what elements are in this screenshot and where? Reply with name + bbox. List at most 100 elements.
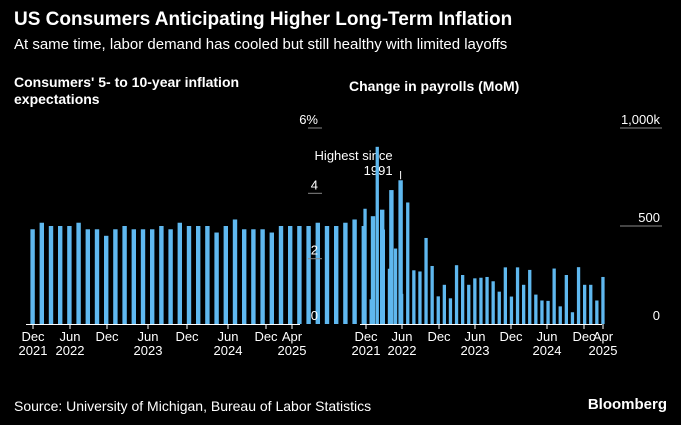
x-tick-year-label: 2025 xyxy=(278,343,307,358)
y-tick-label: 6% xyxy=(299,112,318,127)
bar xyxy=(448,298,453,324)
x-tick-label: Dec xyxy=(354,329,378,344)
bar xyxy=(369,299,373,324)
bar xyxy=(131,229,136,324)
bar xyxy=(564,275,568,324)
bar xyxy=(509,296,514,324)
bar xyxy=(398,180,403,324)
payrolls-chart-title: Change in payrolls (MoM) xyxy=(349,78,520,94)
bar xyxy=(381,229,385,324)
bar xyxy=(334,226,339,324)
x-tick-label: Dec xyxy=(254,329,278,344)
x-tick-year-label: 2024 xyxy=(214,343,243,358)
x-tick-label: Jun xyxy=(392,329,413,344)
bar xyxy=(570,312,575,324)
bar xyxy=(454,265,459,324)
bar xyxy=(150,229,155,324)
bar xyxy=(491,281,495,324)
bar xyxy=(370,216,376,324)
bar xyxy=(122,226,127,324)
bar xyxy=(159,226,164,324)
bar xyxy=(223,226,228,324)
bloomberg-logo: Bloomberg xyxy=(587,396,667,413)
bar xyxy=(430,265,434,324)
source-note: Source: University of Michigan, Bureau o… xyxy=(14,398,372,414)
bar xyxy=(497,291,501,324)
bar xyxy=(546,300,550,324)
x-tick-label: Jun xyxy=(537,329,558,344)
bar xyxy=(85,229,90,324)
x-tick-year-label: 2025 xyxy=(589,343,618,358)
x-tick-year-label: 2022 xyxy=(388,343,417,358)
bar xyxy=(552,268,556,324)
x-tick-label: Dec xyxy=(572,329,596,344)
bar xyxy=(58,226,63,324)
x-tick-label: Dec xyxy=(95,329,119,344)
y-tick-label: 2 xyxy=(311,243,318,258)
bar xyxy=(30,229,35,324)
page-title: US Consumers Anticipating Higher Long-Te… xyxy=(14,9,513,30)
y-tick-label: 500 xyxy=(638,210,660,225)
y-tick-label: 0 xyxy=(653,308,660,323)
x-tick-label: Jun xyxy=(218,329,239,344)
bar xyxy=(576,267,581,324)
x-tick-label: Dec xyxy=(21,329,45,344)
bar xyxy=(67,226,72,324)
bar xyxy=(442,284,446,324)
x-tick-label: Apr xyxy=(593,329,614,344)
bar xyxy=(534,294,538,324)
bar xyxy=(375,146,379,324)
bar xyxy=(343,222,348,324)
bar xyxy=(232,219,238,324)
bar xyxy=(242,229,247,324)
bar xyxy=(418,271,422,324)
bar xyxy=(288,226,293,324)
bar xyxy=(196,226,201,324)
bar xyxy=(306,226,311,324)
x-tick-label: Jun xyxy=(465,329,486,344)
bar xyxy=(186,226,192,324)
page-subtitle: At same time, labor demand has cooled bu… xyxy=(14,36,508,53)
bar xyxy=(558,306,562,324)
bar xyxy=(601,276,605,324)
y-tick-label: 1,000k xyxy=(621,112,661,127)
bar xyxy=(48,226,54,324)
bar xyxy=(260,229,265,324)
bar xyxy=(479,277,483,324)
x-tick-label: Jun xyxy=(138,329,159,344)
bar xyxy=(297,226,302,324)
bar xyxy=(363,208,367,324)
bar xyxy=(424,237,428,324)
bar xyxy=(406,202,410,324)
bar xyxy=(583,284,587,324)
bar xyxy=(76,222,81,324)
bar xyxy=(503,267,507,324)
bar xyxy=(94,229,100,324)
bar xyxy=(251,229,256,324)
bar xyxy=(113,229,118,324)
bar xyxy=(393,248,398,324)
x-tick-year-label: 2024 xyxy=(533,343,562,358)
bar xyxy=(412,270,416,324)
bar xyxy=(214,232,219,324)
bar xyxy=(168,229,173,324)
bar xyxy=(528,269,532,324)
x-tick-label: Jun xyxy=(60,329,81,344)
x-tick-year-label: 2021 xyxy=(19,343,48,358)
bar xyxy=(485,276,489,324)
x-tick-label: Dec xyxy=(499,329,523,344)
inflation-chart-title: Consumers' 5- to 10-year inflation expec… xyxy=(14,74,240,107)
bar xyxy=(205,226,210,324)
bar xyxy=(400,293,404,324)
bar xyxy=(589,284,593,324)
bar xyxy=(177,222,182,324)
x-tick-label: Dec xyxy=(427,329,451,344)
bar xyxy=(461,275,465,324)
bar xyxy=(515,267,520,324)
y-tick-label: 4 xyxy=(311,177,318,192)
x-tick-year-label: 2022 xyxy=(56,343,85,358)
bar xyxy=(389,190,394,324)
